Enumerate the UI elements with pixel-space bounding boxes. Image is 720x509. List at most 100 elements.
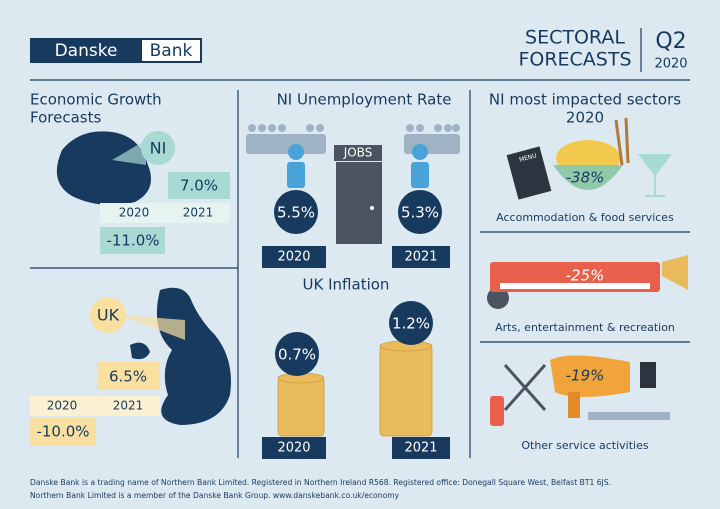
crowd-icon [268, 124, 276, 132]
coin-stack [277, 377, 325, 437]
crowd-icon [444, 124, 452, 132]
quarter: Q2 [655, 29, 686, 54]
year-label: 2020 [119, 206, 150, 220]
keyboard-keys [500, 283, 650, 289]
value: -25% [566, 267, 605, 285]
menu-label: MENU [518, 152, 537, 163]
person-icon [288, 144, 304, 160]
trumpet-icon [662, 255, 688, 290]
uk-map [156, 287, 231, 425]
title-line: SECTORAL [525, 27, 625, 49]
person-icon [411, 162, 429, 188]
scissors-icon [503, 364, 547, 411]
jobs-sign [334, 145, 382, 161]
crowd-icon [258, 124, 266, 132]
section-title: NI most impacted sectors [489, 91, 681, 109]
value-box [97, 362, 160, 390]
year: 2020 [654, 57, 687, 72]
sector-label: Accommodation & food services [496, 211, 674, 224]
value: 7.0% [180, 177, 218, 195]
value: 5.5% [277, 204, 315, 222]
value: 6.5% [109, 368, 147, 386]
bowl-icon [553, 165, 623, 190]
crowd-icon [246, 134, 326, 154]
value-box [30, 418, 96, 446]
kettlebell-icon [487, 287, 509, 309]
footer-line: Northern Bank Limited is a member of the… [30, 491, 400, 500]
value-box [100, 227, 165, 254]
year-label: 2021 [404, 441, 437, 456]
logo-danske: Danske [55, 41, 118, 61]
person-icon [412, 144, 428, 160]
value-circle [389, 301, 433, 345]
year-label: 2020 [277, 441, 310, 456]
value: -19% [566, 367, 605, 385]
uk-pointer [120, 315, 185, 340]
years-band [30, 396, 160, 416]
door-knob [370, 206, 374, 210]
crowd-icon [406, 124, 414, 132]
ni-map [56, 131, 152, 205]
comb-icon [588, 412, 670, 420]
year-box [392, 437, 450, 459]
dryer-handle [568, 392, 580, 418]
door [336, 162, 382, 244]
value: -38% [566, 169, 605, 187]
crowd-icon [248, 124, 256, 132]
value-circle [274, 190, 318, 234]
person-icon [287, 162, 305, 188]
growth-title: Forecasts [30, 109, 101, 127]
chopstick [624, 117, 630, 164]
years-band [100, 203, 230, 223]
section-title: UK Inflation [303, 276, 390, 294]
value: 1.2% [392, 315, 430, 333]
keyboard-keys [500, 283, 650, 289]
year-box [262, 437, 326, 459]
year-box [392, 246, 450, 268]
section-title: 2020 [566, 109, 604, 127]
ni-shape [130, 342, 150, 360]
crowd-icon [452, 124, 460, 132]
growth-title: Economic Growth [30, 91, 162, 109]
crowd-icon [416, 124, 424, 132]
crowd-icon [306, 124, 314, 132]
footer-line: Danske Bank is a trading name of Norther… [30, 478, 611, 487]
value: -11.0% [106, 232, 159, 250]
value-circle [398, 190, 442, 234]
year-box [262, 246, 326, 268]
ni-badge [141, 131, 175, 165]
value: -10.0% [36, 423, 89, 441]
year-label: 2021 [183, 206, 214, 220]
polish-icon [490, 396, 504, 426]
year-label: 2021 [113, 399, 144, 413]
year-label: 2020 [47, 399, 78, 413]
year-label: 2021 [404, 250, 437, 265]
sector-label: Arts, entertainment & recreation [495, 321, 675, 334]
value: 0.7% [278, 346, 316, 364]
coin-stack [277, 340, 433, 437]
section-title: NI Unemployment Rate [277, 91, 452, 109]
crowd-icon [434, 124, 442, 132]
logo-bank-box [142, 40, 200, 61]
value-circle [275, 332, 319, 376]
ni-label: NI [150, 139, 167, 158]
glass-icon [638, 154, 672, 197]
sector-label: Other service activities [521, 439, 648, 452]
year-label: 2020 [277, 250, 310, 265]
title-line: FORECASTS [518, 49, 631, 71]
jobs-label: JOBS [343, 146, 373, 160]
crowd-icon [316, 124, 324, 132]
crowd-icon [278, 124, 286, 132]
value: 5.3% [401, 204, 439, 222]
uk-label: UK [97, 306, 120, 325]
uk-badge [90, 297, 126, 333]
ni-pointer [112, 140, 146, 165]
value-box [168, 172, 230, 199]
brush-icon [640, 362, 656, 388]
dryer-icon [550, 355, 630, 397]
coin-stack [379, 345, 433, 437]
menu-icon [506, 146, 552, 200]
